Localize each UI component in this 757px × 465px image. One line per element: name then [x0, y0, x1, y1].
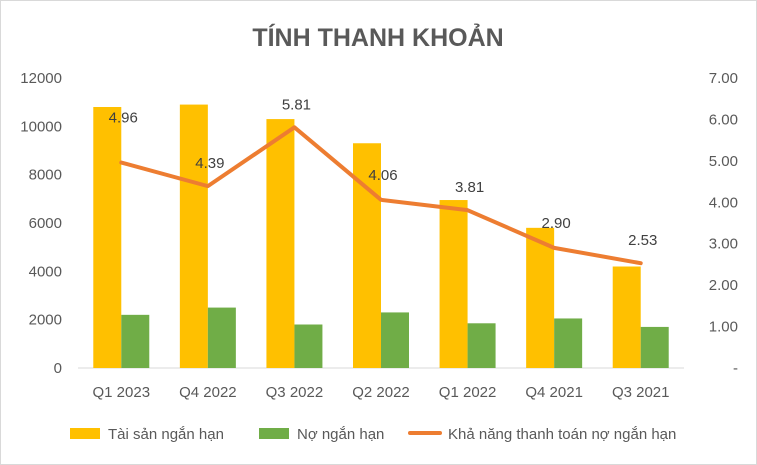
line-data-label: 4.96 — [109, 110, 138, 127]
left-tick-label: 8000 — [29, 167, 62, 184]
current-liabilities-bar — [640, 326, 669, 368]
left-tick-label: 4000 — [29, 263, 62, 280]
current-assets-bar — [612, 266, 641, 368]
current-liabilities-bar — [554, 318, 583, 368]
legend-swatch — [259, 428, 289, 439]
current-liabilities-bar — [121, 314, 150, 368]
current-liabilities-bar — [467, 323, 496, 368]
current-assets-bar — [179, 104, 208, 368]
category-label: Q2 2022 — [352, 384, 410, 401]
right-tick-label: 3.00 — [709, 236, 738, 253]
current-assets-bar — [93, 107, 122, 368]
left-tick-label: 0 — [54, 360, 62, 377]
current-liabilities-bar — [294, 324, 323, 368]
current-assets-bar — [526, 227, 555, 368]
legend-swatch — [70, 428, 100, 439]
right-tick-label: 7.00 — [709, 70, 738, 87]
current-liabilities-bar — [207, 307, 236, 368]
right-tick-label: 4.00 — [709, 194, 738, 211]
left-tick-label: 10000 — [20, 118, 62, 135]
line-series — [119, 125, 643, 266]
chart-title: TÍNH THANH KHOẢN — [252, 22, 503, 52]
line-data-label: 3.81 — [455, 179, 484, 196]
current-assets-bar — [266, 119, 295, 368]
left-tick-label: 6000 — [29, 215, 62, 232]
category-label: Q3 2021 — [612, 384, 670, 401]
current-assets-bar — [439, 200, 468, 368]
line-data-label: 2.53 — [628, 232, 657, 249]
left-axis: 0 2000 4000 6000 8000 10000 12000 — [20, 70, 62, 377]
legend: Tài sản ngắn hạn Nợ ngắn hạn Khả năng than… — [70, 426, 676, 443]
category-label: Q1 2022 — [439, 384, 497, 401]
left-tick-label: 2000 — [29, 312, 62, 329]
legend-label: Khả năng thanh toán nợ ngắn hạn — [448, 426, 676, 443]
line-data-label: 4.06 — [368, 167, 397, 184]
line-data-label: 2.90 — [542, 215, 571, 232]
line-data-labels: 4.96 4.39 5.81 4.06 3.81 2.90 2.53 — [109, 96, 658, 249]
left-tick-label: 12000 — [20, 70, 62, 87]
legend-label: Nợ ngắn hạn — [297, 426, 384, 443]
category-label: Q4 2022 — [179, 384, 237, 401]
line-data-label: 5.81 — [282, 96, 311, 113]
category-axis-labels: Q1 2023 Q4 2022 Q3 2022 Q2 2022 Q1 2022 Q4 20… — [93, 384, 670, 401]
right-tick-label: 5.00 — [709, 153, 738, 170]
liquidity-ratio-line — [119, 125, 643, 266]
right-tick-label: - — [733, 360, 738, 377]
category-label: Q1 2023 — [93, 384, 151, 401]
line-data-label: 4.39 — [195, 155, 224, 172]
category-label: Q4 2021 — [525, 384, 583, 401]
category-label: Q3 2022 — [266, 384, 324, 401]
right-tick-label: 6.00 — [709, 111, 738, 128]
right-tick-label: 1.00 — [709, 319, 738, 336]
right-axis: - 1.00 2.00 3.00 4.00 5.00 6.00 7.00 — [709, 70, 738, 377]
current-liabilities-bar — [381, 312, 409, 368]
bar-series — [93, 104, 669, 368]
legend-label: Tài sản ngắn hạn — [108, 426, 224, 443]
right-tick-label: 2.00 — [709, 277, 738, 294]
